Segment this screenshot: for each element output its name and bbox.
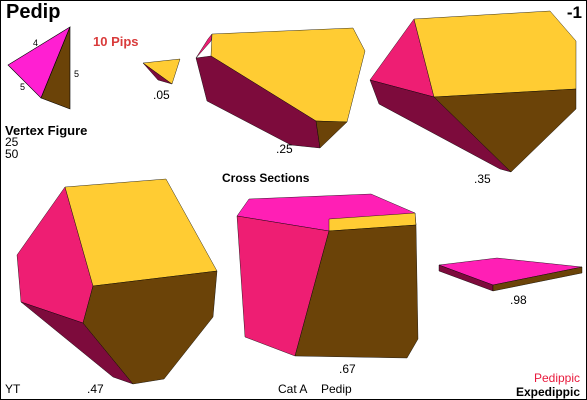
section-value-05: .05	[153, 88, 170, 102]
footer-category: Cat A	[278, 382, 308, 396]
section-05-shape	[142, 58, 181, 85]
cross-sections-label: Cross Sections	[222, 171, 310, 185]
expedippic-label: Expedippic	[515, 385, 580, 399]
page-title: Pedip	[6, 1, 61, 23]
vertex-edge-label-right: 5	[74, 69, 80, 79]
page-index: -1	[566, 3, 582, 22]
section-25-shape	[195, 27, 366, 149]
section-47-shape	[16, 178, 218, 385]
vertex-figure-number-1: 25	[5, 135, 19, 149]
footer-name: Pedip	[321, 382, 352, 396]
section-value-35: .35	[474, 172, 491, 186]
section-67-shape	[236, 193, 419, 359]
section-value-47: .47	[87, 382, 104, 396]
section-98-shape	[438, 257, 583, 292]
section-value-98: .98	[510, 293, 527, 307]
footer-yt: YT	[5, 382, 21, 396]
vertex-figure-triangle	[7, 26, 71, 110]
pips-label: 10 Pips	[93, 34, 139, 49]
section-value-67: .67	[339, 362, 356, 376]
vertex-edge-label-top: 4	[33, 38, 39, 48]
vertex-figure-label: Vertex Figure	[5, 123, 88, 138]
vertex-figure-number-2: 50	[5, 147, 19, 161]
section-35-shape	[369, 10, 577, 173]
vertex-edge-label-left: 5	[20, 82, 26, 92]
pedippic-label: Pedippic	[533, 371, 580, 385]
section-value-25: .25	[276, 142, 293, 156]
